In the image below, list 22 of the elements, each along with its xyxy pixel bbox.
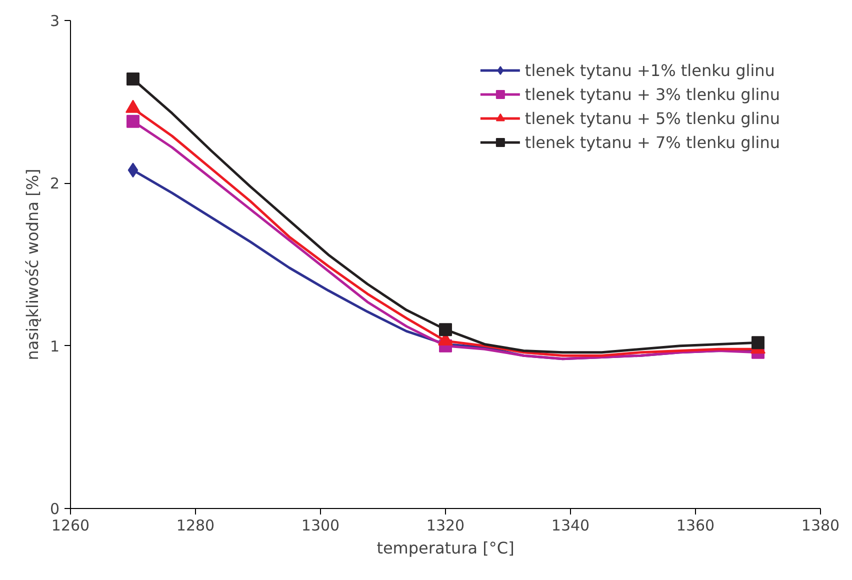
point: [752, 336, 764, 350]
legend-label: tlenek tytanu + 5% tlenku glinu: [524, 108, 780, 128]
point: [126, 72, 140, 86]
legend-label: tlenek tytanu + 7% tlenku glinu: [524, 132, 780, 152]
legend-label: tlenek tytanu +1% tlenku glinu: [524, 60, 775, 80]
x-tick-label: 1260: [51, 516, 90, 534]
x-tick-label: 1320: [426, 516, 465, 534]
point: [128, 162, 138, 178]
x-tick-label: 1280: [176, 516, 215, 534]
y-tick-label: 3: [50, 12, 60, 30]
y-tick-label: 1: [50, 337, 60, 356]
y-axis-title: nasiąkliwość wodna [%]: [22, 168, 42, 360]
y-tick-label: 0: [50, 500, 60, 518]
x-tick-label: 1360: [676, 516, 715, 534]
point: [439, 323, 452, 336]
x-tick-label: 1340: [551, 516, 590, 534]
x-tick-label: 1300: [301, 516, 340, 534]
x-axis-title: temperatura [°C]: [376, 538, 514, 558]
legend-label: tlenek tytanu + 3% tlenku glinu: [524, 84, 780, 104]
x-tick-label: 1380: [801, 516, 840, 534]
point: [126, 114, 140, 128]
y-tick-label: 2: [50, 174, 60, 193]
